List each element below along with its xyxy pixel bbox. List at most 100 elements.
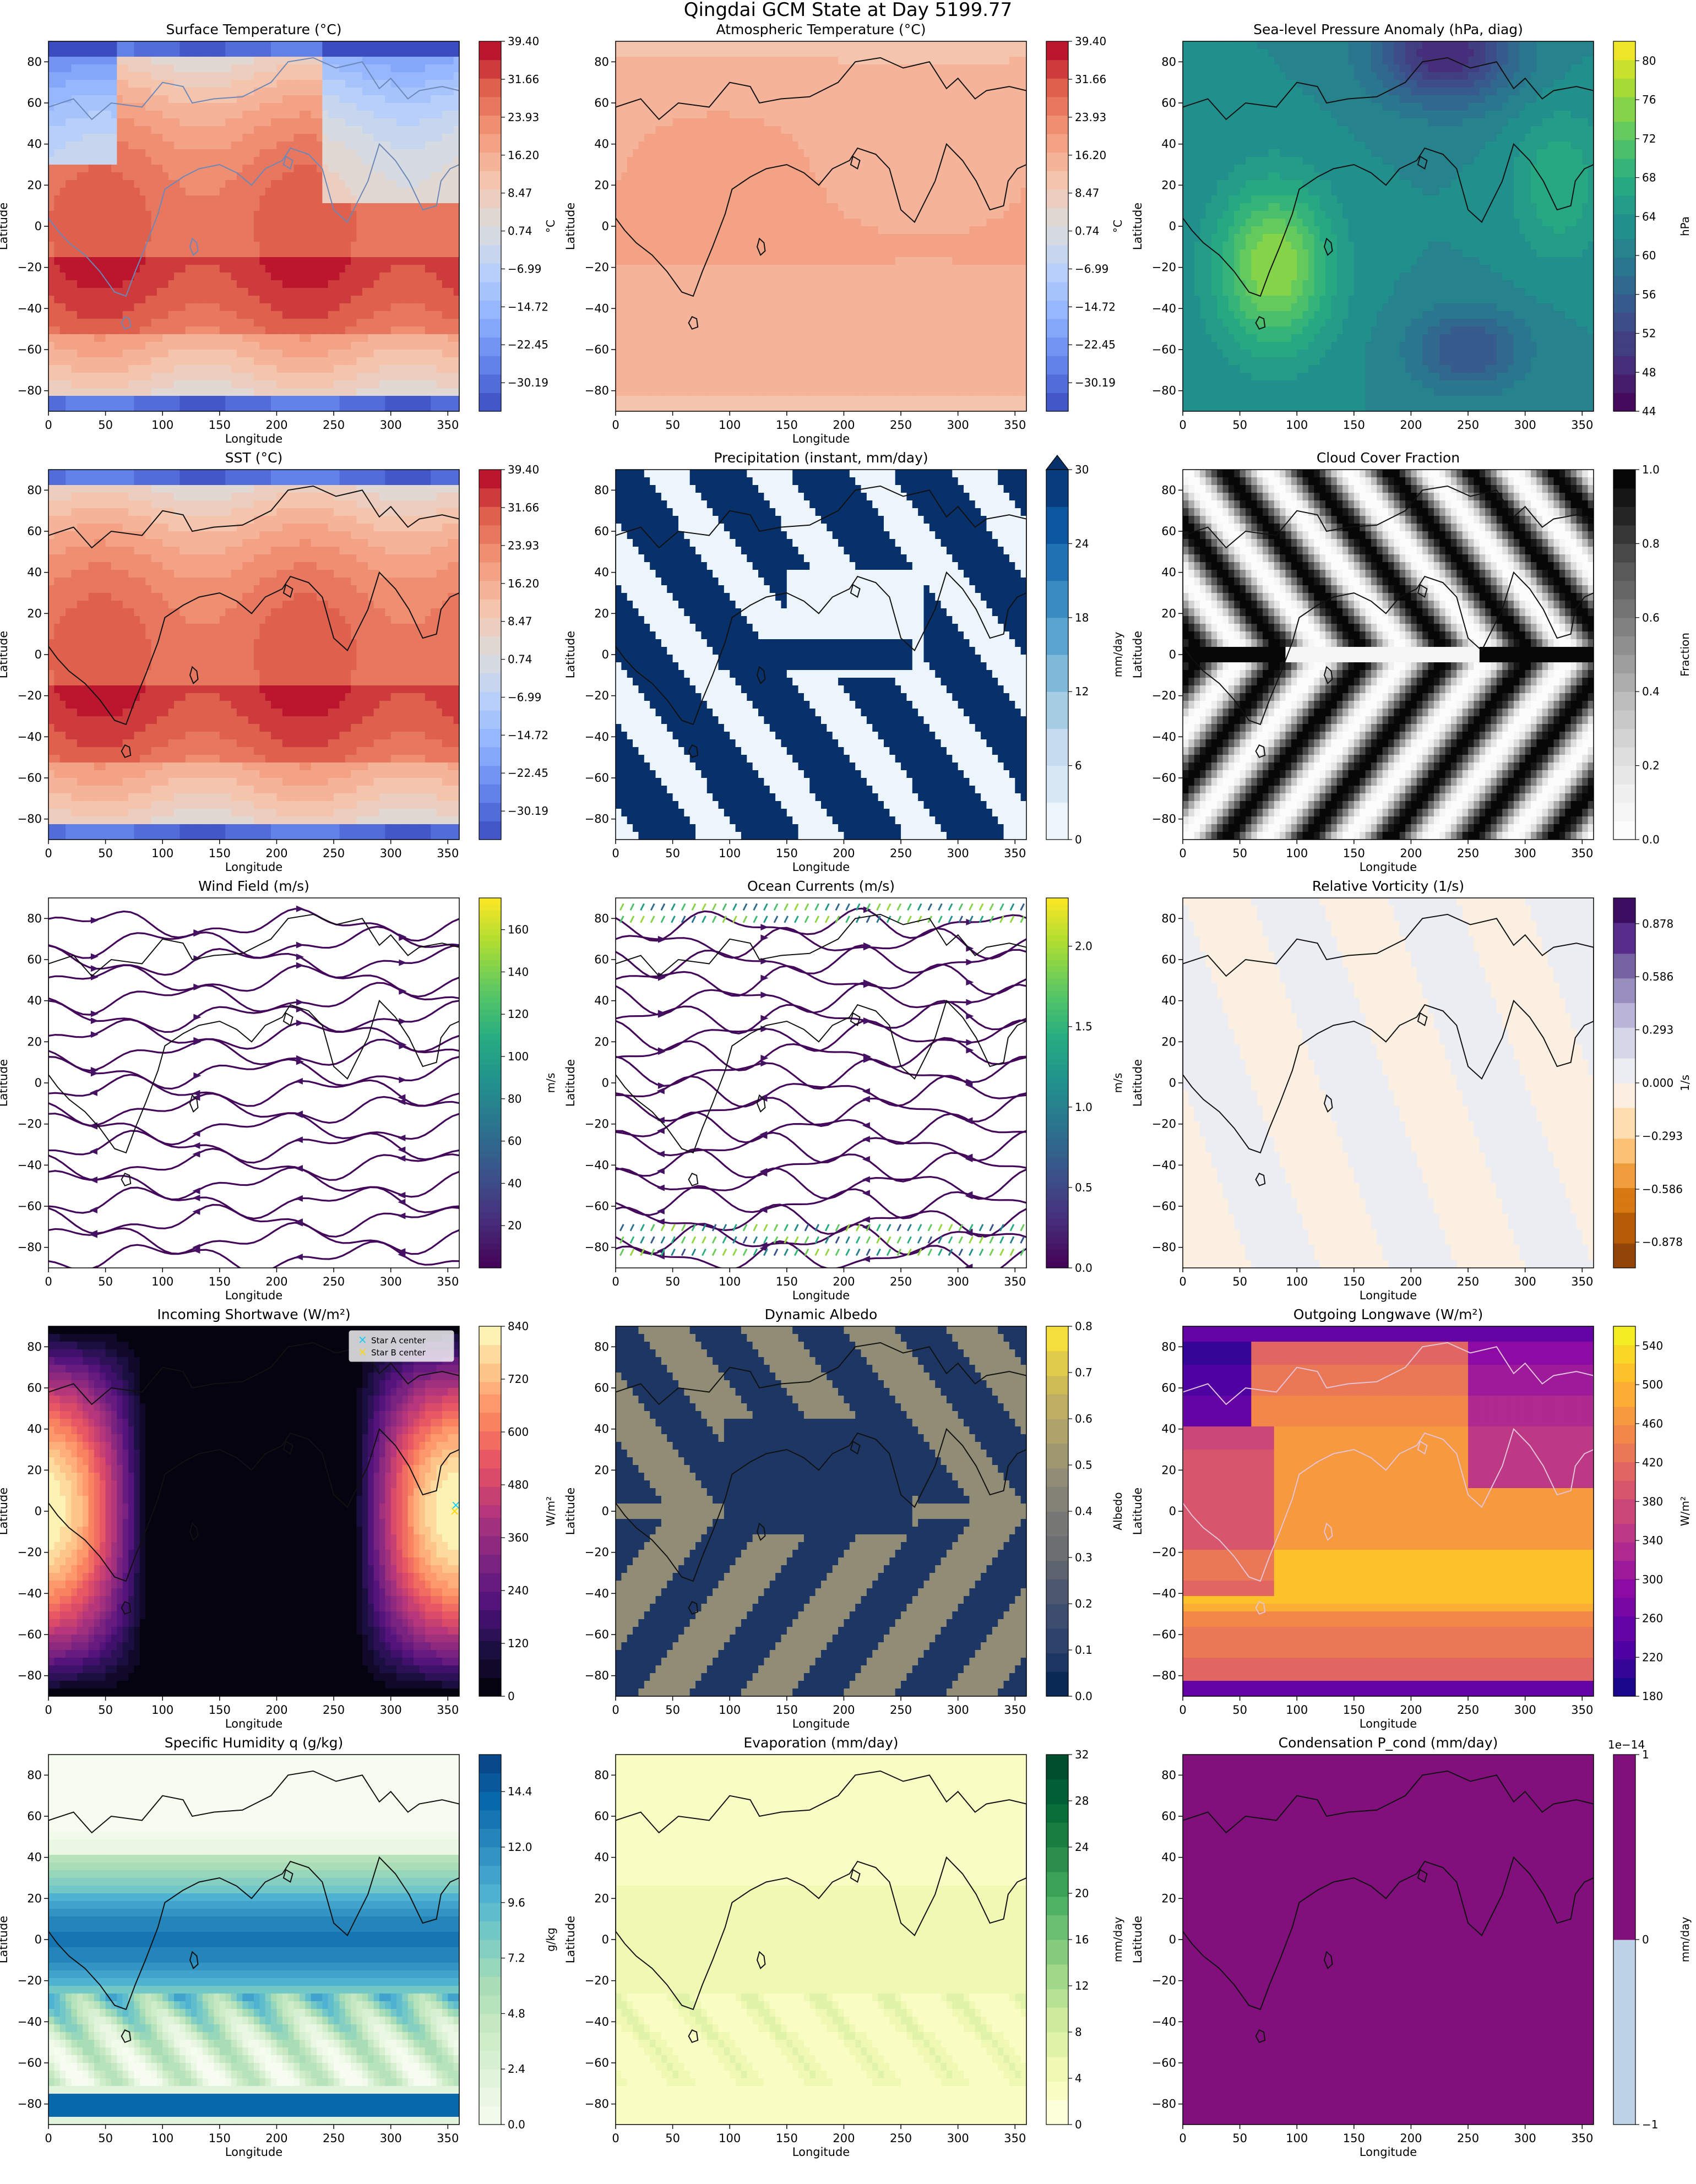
- field-cell: [242, 141, 248, 150]
- field-cell: [237, 180, 243, 188]
- field-cell: [379, 95, 385, 104]
- field-cell: [60, 180, 66, 188]
- field-cell: [83, 273, 89, 281]
- field-cell: [128, 72, 134, 80]
- field-cell: [437, 396, 443, 404]
- field-cell: [145, 334, 151, 342]
- field-cell: [145, 211, 151, 219]
- field-cell: [850, 49, 856, 57]
- field-cell: [186, 141, 192, 150]
- field-cell: [867, 88, 873, 96]
- field-cell: [140, 350, 146, 358]
- field-cell: [379, 203, 385, 211]
- field-cell: [673, 95, 679, 104]
- field-cell: [106, 257, 112, 265]
- field-cell: [838, 49, 844, 57]
- field-cell: [357, 249, 363, 258]
- field-cell: [425, 111, 431, 119]
- field-cell: [77, 49, 83, 57]
- field-cell: [186, 265, 192, 273]
- colorbar-swatch: [479, 386, 501, 393]
- field-cell: [357, 373, 363, 381]
- field-cell: [408, 380, 414, 389]
- field-cell: [94, 303, 100, 312]
- field-cell: [408, 242, 414, 250]
- field-cell: [322, 380, 328, 389]
- field-cell: [701, 149, 707, 157]
- field-cell: [437, 95, 443, 104]
- field-cell: [294, 280, 300, 288]
- field-cell: [106, 326, 112, 335]
- field-cell: [208, 265, 214, 273]
- field-cell: [442, 265, 448, 273]
- field-cell: [305, 319, 311, 327]
- field-cell: [265, 288, 271, 296]
- field-cell: [271, 365, 277, 373]
- field-cell: [288, 72, 294, 80]
- field-cell: [753, 72, 759, 80]
- field-cell: [798, 49, 804, 57]
- field-cell: [998, 126, 1004, 134]
- field-cell: [402, 226, 408, 235]
- field-cell: [844, 118, 850, 127]
- field-cell: [322, 134, 328, 142]
- field-cell: [929, 157, 936, 165]
- field-cell: [661, 141, 667, 150]
- field-cell: [259, 195, 265, 204]
- field-cell: [66, 219, 72, 227]
- field-cell: [798, 103, 804, 111]
- field-cell: [168, 203, 175, 211]
- field-cell: [833, 88, 839, 96]
- field-cell: [396, 342, 403, 350]
- field-cell: [339, 334, 345, 342]
- field-cell: [203, 88, 209, 96]
- field-cell: [134, 172, 140, 181]
- field-cell: [1009, 49, 1015, 57]
- field-cell: [145, 373, 151, 381]
- field-cell: [186, 103, 192, 111]
- field-cell: [300, 357, 306, 366]
- field-cell: [719, 126, 725, 134]
- field-cell: [128, 249, 134, 258]
- field-cell: [1021, 64, 1027, 73]
- field-cell: [305, 334, 311, 342]
- field-cell: [895, 49, 901, 57]
- field-cell: [924, 64, 930, 73]
- field-cell: [437, 219, 443, 227]
- field-cell: [100, 72, 106, 80]
- field-cell: [627, 118, 633, 127]
- field-cell: [89, 80, 95, 88]
- field-cell: [929, 72, 936, 80]
- field-cell: [254, 203, 260, 211]
- field-cell: [918, 95, 924, 104]
- field-cell: [259, 157, 265, 165]
- field-cell: [288, 396, 294, 404]
- field-cell: [111, 350, 117, 358]
- field-cell: [117, 118, 123, 127]
- field-cell: [140, 380, 146, 389]
- field-cell: [1009, 88, 1015, 96]
- field-cell: [208, 141, 214, 150]
- field-cell: [191, 188, 197, 196]
- field-cell: [339, 41, 345, 50]
- field-cell: [208, 219, 214, 227]
- field-cell: [54, 41, 60, 50]
- field-cell: [83, 149, 89, 157]
- field-cell: [94, 219, 100, 227]
- field-cell: [391, 319, 397, 327]
- field-cell: [992, 157, 998, 165]
- field-cell: [616, 149, 622, 157]
- field-cell: [197, 357, 203, 366]
- field-cell: [838, 172, 844, 181]
- field-cell: [673, 57, 679, 65]
- field-cell: [186, 49, 192, 57]
- field-cell: [180, 195, 186, 204]
- field-cell: [730, 57, 736, 65]
- field-cell: [929, 111, 936, 119]
- field-cell: [431, 380, 437, 389]
- field-cell: [162, 111, 168, 119]
- field-cell: [821, 141, 827, 150]
- field-cell: [248, 303, 254, 312]
- field-cell: [203, 273, 209, 281]
- field-cell: [929, 118, 936, 127]
